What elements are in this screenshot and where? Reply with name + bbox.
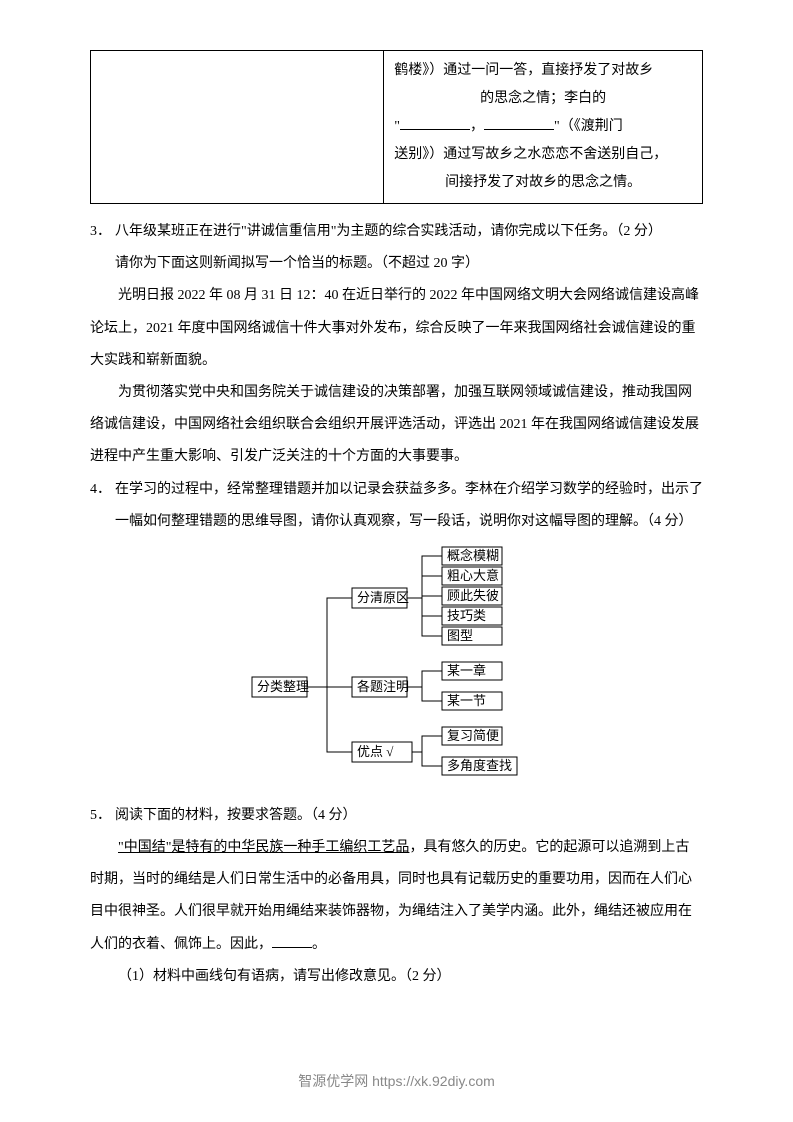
q5-end: 。 [312, 937, 326, 952]
q5-rest: ，具有悠久的历史。它的起源可以追溯到上古时期，当时的绳结是人们日常生活中的必备用… [90, 840, 692, 952]
top-table: 鹤楼》）通过一问一答，直接抒发了对故乡 的思念之情；李白的 "，"（《渡荆门 送… [90, 50, 703, 204]
tt-line5: 间接抒发了对故乡的思念之情。 [394, 169, 692, 197]
question-5: 5． 阅读下面的材料，按要求答题。（4 分） [90, 800, 703, 832]
d-root: 分类整理 [257, 679, 309, 694]
q4-body: 在学习的过程中，经常整理错题并加以记录会获益多多。李林在介绍学习数学的经验时，出… [115, 474, 703, 538]
d-b1-i2: 顾此失彼 [447, 588, 499, 603]
q5-blank [272, 934, 312, 948]
tt-line2: 的思念之情；李白的 [394, 85, 692, 113]
d-b2-i1: 某一节 [447, 693, 486, 708]
top-table-right-cell: 鹤楼》）通过一问一答，直接抒发了对故乡 的思念之情；李白的 "，"（《渡荆门 送… [384, 51, 702, 203]
tt-line1: 鹤楼》）通过一问一答，直接抒发了对故乡 [394, 57, 692, 85]
q5-line1: 阅读下面的材料，按要求答题。（4 分） [115, 800, 703, 832]
q5-body: 阅读下面的材料，按要求答题。（4 分） [115, 800, 703, 832]
d-b1-i1: 粗心大意 [447, 568, 499, 583]
tt-sep: ， [470, 119, 484, 134]
q3-body: 八年级某班正在进行"讲诚信重信用"为主题的综合实践活动，请你完成以下任务。（2 … [115, 216, 703, 280]
tt-line3: "，"（《渡荆门 [394, 113, 692, 141]
page-footer: 智源优学网 https://xk.92diy.com [0, 1066, 793, 1097]
q4-text: 在学习的过程中，经常整理错题并加以记录会获益多多。李林在介绍学习数学的经验时，出… [115, 474, 703, 538]
q4-number: 4． [90, 474, 111, 538]
tt-quote-close: "（《渡荆门 [554, 119, 623, 134]
question-4: 4． 在学习的过程中，经常整理错题并加以记录会获益多多。李林在介绍学习数学的经验… [90, 474, 703, 538]
d-b2: 各题注明 [357, 679, 409, 694]
d-b3-i0: 复习简便 [447, 728, 499, 743]
tt-line4: 送别》）通过写故乡之水恋恋不舍送别自己， [394, 141, 692, 169]
d-b3: 优点 √ [357, 744, 394, 759]
q5-para: "中国结"是特有的中华民族一种手工编织工艺品，具有悠久的历史。它的起源可以追溯到… [90, 832, 703, 961]
q3-number: 3． [90, 216, 111, 280]
q3-para1: 光明日报 2022 年 08 月 31 日 12：40 在近日举行的 2022 … [90, 280, 703, 377]
q3-line2: 请你为下面这则新闻拟写一个恰当的标题。（不超过 20 字） [115, 248, 703, 280]
d-b2-i0: 某一章 [447, 663, 486, 678]
q5-sub1: （1）材料中画线句有语病，请写出修改意见。（2 分） [90, 961, 703, 993]
q5-number: 5． [90, 800, 111, 832]
q3-line1: 八年级某班正在进行"讲诚信重信用"为主题的综合实践活动，请你完成以下任务。（2 … [115, 216, 703, 248]
question-3: 3． 八年级某班正在进行"讲诚信重信用"为主题的综合实践活动，请你完成以下任务。… [90, 216, 703, 280]
q3-para2: 为贯彻落实党中央和国务院关于诚信建设的决策部署，加强互联网领域诚信建设，推动我国… [90, 377, 703, 474]
top-table-left-cell [91, 51, 384, 203]
blank-1 [400, 116, 470, 130]
d-b1-i3: 技巧类 [447, 608, 486, 623]
d-b1-i0: 概念模糊 [447, 548, 499, 563]
diagram-svg: 分类整理 分清原区 概念模糊 粗心大意 顾此失彼 技巧类 图型 各题注明 某一章… [247, 542, 547, 792]
q5-underline: "中国结"是特有的中华民族一种手工编织工艺品 [118, 840, 409, 855]
d-b1-i4: 图型 [447, 628, 473, 643]
blank-2 [484, 116, 554, 130]
d-b3-i1: 多角度查找 [447, 758, 512, 773]
d-b1: 分清原区 [357, 590, 409, 605]
mind-map-diagram: 分类整理 分清原区 概念模糊 粗心大意 顾此失彼 技巧类 图型 各题注明 某一章… [247, 542, 547, 792]
